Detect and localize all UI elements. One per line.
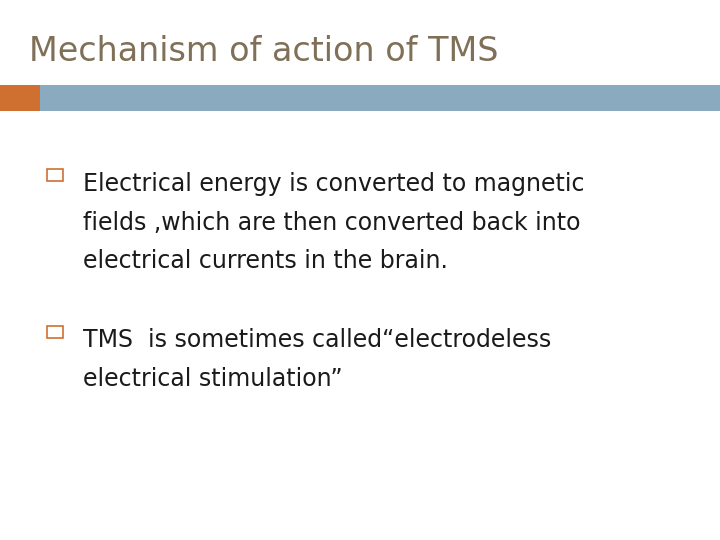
Text: Mechanism of action of TMS: Mechanism of action of TMS — [29, 35, 498, 68]
Text: Electrical energy is converted to magnetic: Electrical energy is converted to magnet… — [83, 172, 585, 195]
Bar — [0, 85, 40, 111]
Bar — [47, 169, 63, 181]
Text: fields ,which are then converted back into: fields ,which are then converted back in… — [83, 211, 580, 234]
Bar — [47, 326, 63, 338]
Text: electrical stimulation”: electrical stimulation” — [83, 367, 343, 391]
Bar — [40, 85, 720, 111]
Text: TMS  is sometimes called“electrodeless: TMS is sometimes called“electrodeless — [83, 328, 551, 352]
Text: electrical currents in the brain.: electrical currents in the brain. — [83, 249, 448, 273]
